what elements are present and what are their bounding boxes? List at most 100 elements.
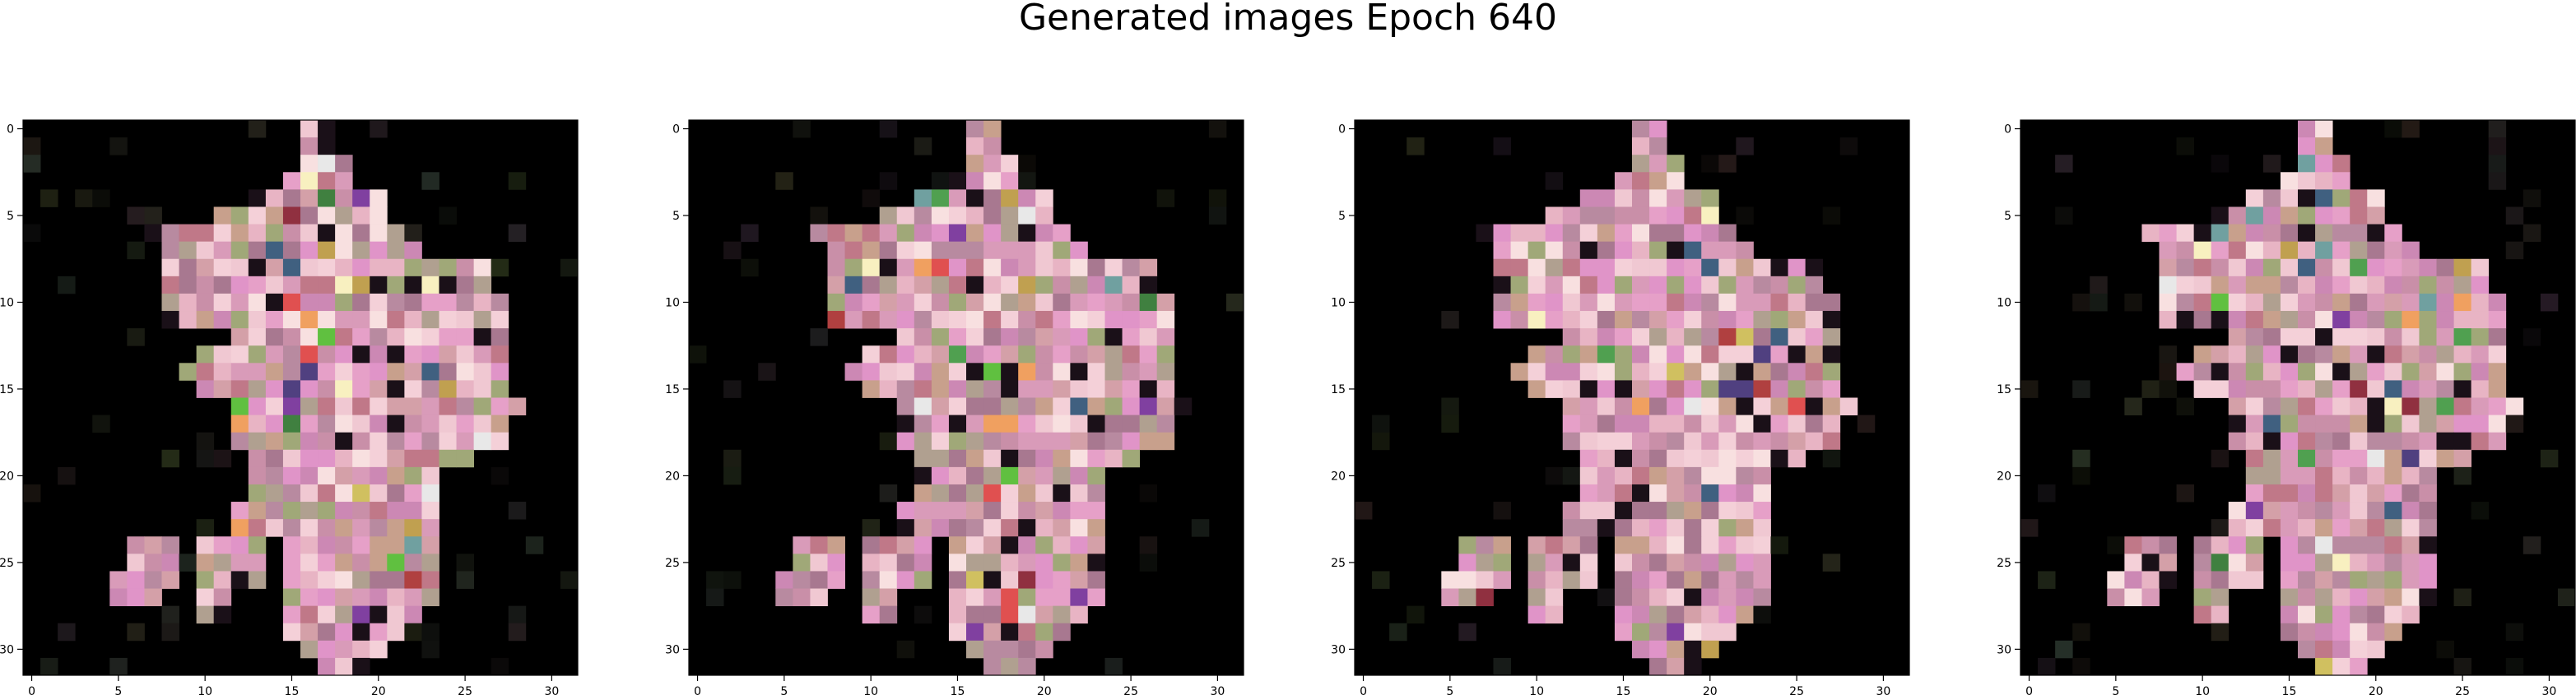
image-pixel [1649,519,1667,537]
image-pixel [2055,640,2073,659]
image-pixel [491,258,509,277]
image-pixel [1718,155,1737,173]
image-pixel [491,293,509,312]
image-pixel [404,293,422,312]
image-pixel [1562,258,1581,277]
image-pixel [1597,311,1616,329]
image-pixel [1753,571,1771,589]
image-pixel [2315,432,2333,451]
image-pixel [1718,311,1737,329]
image-pixel [335,571,353,589]
image-pixel [1579,293,1598,312]
image-pixel [2453,657,2472,676]
image-pixel [2419,519,2437,537]
image-pixel [421,432,439,451]
image-pixel [1649,657,1667,676]
image-pixel [2245,189,2264,207]
y-tick-label: 30 [1331,643,1346,656]
image-pixel [723,241,742,260]
image-pixel [1018,466,1036,485]
image-pixel [196,363,215,381]
image-pixel [1614,397,1633,415]
image-pixel [914,224,932,243]
image-pixel [983,363,1002,381]
image-pixel [2159,276,2177,294]
image-pixel [196,519,215,537]
image-pixel [2402,432,2420,451]
image-pixel [1736,137,1754,155]
image-pixel [213,224,232,243]
image-pixel [1562,536,1581,554]
image-pixel [1736,554,1754,572]
image-pixel [282,293,301,312]
image-pixel [983,345,1002,364]
image-pixel [983,328,1002,346]
image-pixel [983,258,1002,277]
image-pixel [1718,502,1737,520]
image-pixel [352,206,370,225]
image-pixel [2262,432,2281,451]
image-pixel [1649,206,1667,225]
image-pixel [335,502,353,520]
image-pixel [1632,415,1650,433]
image-pixel [196,554,215,572]
image-pixel [2350,571,2368,589]
image-pixel [370,206,388,225]
image-pixel [1788,345,1806,364]
image-pixel [404,311,422,329]
image-pixel [282,328,301,346]
image-pixel [248,189,267,207]
image-pixel [879,380,898,398]
image-pixel [421,640,439,659]
image-pixel [248,206,267,225]
image-pixel [2402,311,2420,329]
image-pixel [179,293,198,312]
image-pixel [2280,415,2299,433]
image-pixel [948,328,967,346]
image-pixel [300,605,319,624]
image-pixel [2402,345,2420,364]
image-pixel [2245,328,2264,346]
image-pixel [1701,345,1719,364]
image-pixel [1822,449,1841,468]
image-pixel [473,258,492,277]
image-pixel [931,224,950,243]
image-pixel [335,588,353,607]
image-pixel [1070,311,1088,329]
image-pixel [2315,554,2333,572]
image-pixel [1770,311,1788,329]
image-pixel [1788,415,1806,433]
image-pixel [2038,571,2056,589]
image-pixel [1736,328,1754,346]
image-pixel [1035,380,1053,398]
image-pixel [213,536,232,554]
image-pixel [1053,432,1071,451]
image-pixel [948,415,967,433]
image-pixel [300,554,319,572]
image-pixel [370,363,388,381]
image-pixel [2384,415,2402,433]
image-pixel [1001,571,1019,589]
image-pixel [966,293,984,312]
image-pixel [1035,571,1053,589]
image-pixel [1701,536,1719,554]
image-pixel [318,484,336,503]
image-pixel [2332,276,2350,294]
image-pixel [2315,449,2333,468]
image-pixel [282,571,301,589]
image-pixel [2298,206,2316,225]
image-pixel [335,224,353,243]
image-pixel [1632,241,1650,260]
image-pixel [196,345,215,364]
image-pixel [896,293,915,312]
image-pixel [1579,224,1598,243]
image-pixel [144,588,162,607]
image-pixel [370,588,388,607]
image-pixel [2402,588,2420,607]
image-pixel [230,311,249,329]
image-pixel [1510,276,1529,294]
image-pixel [421,466,439,485]
image-pixel [1614,311,1633,329]
image-pixel [1753,536,1771,554]
image-pixel [352,484,370,503]
